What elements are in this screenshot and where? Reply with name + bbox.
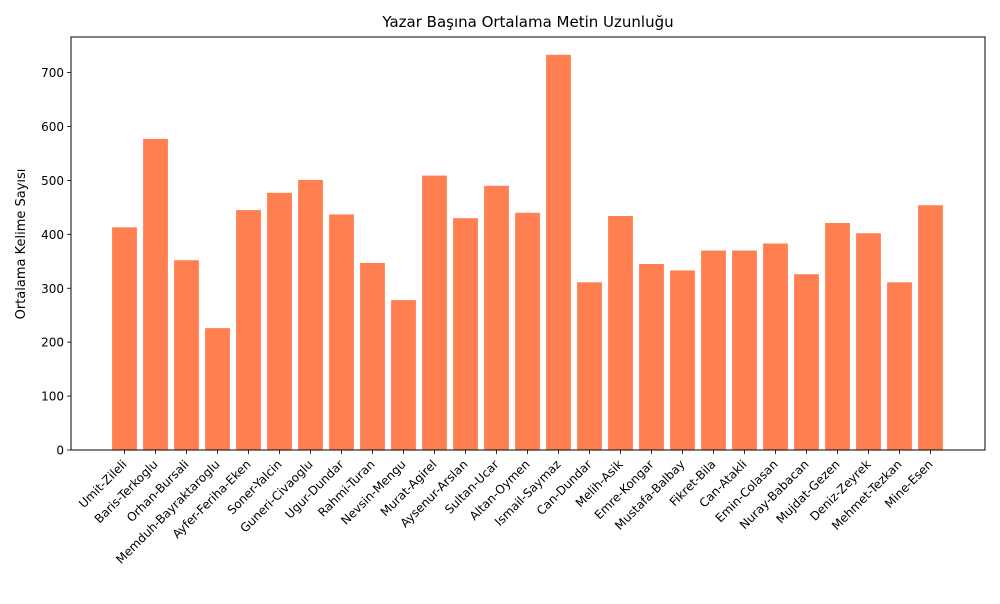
- y-tick-label: 100: [41, 390, 64, 404]
- bar: [918, 205, 943, 450]
- bar: [608, 216, 633, 450]
- y-tick-label: 200: [41, 336, 64, 350]
- bar: [453, 218, 478, 450]
- bar: [670, 270, 695, 450]
- y-axis: 0 100 200 300 400 500 600 700: [41, 66, 71, 458]
- y-tick-label: 500: [41, 174, 64, 188]
- y-tick-label: 400: [41, 228, 64, 242]
- bar: [329, 214, 354, 450]
- bar: [887, 282, 912, 450]
- plot-frame: [70, 36, 986, 451]
- chart-title: Yazar Başına Ortalama Metin Uzunluğu: [381, 13, 673, 31]
- x-axis: Umit-ZileliBaris-TerkogluOrhan-BursaliMe…: [76, 450, 936, 567]
- bar: [112, 227, 137, 450]
- bar: [174, 260, 199, 450]
- bar: [763, 243, 788, 450]
- bar: [143, 138, 168, 450]
- bar: [701, 250, 726, 450]
- bar: [515, 212, 540, 450]
- bar: [484, 185, 509, 450]
- bar: [298, 179, 323, 450]
- y-tick-label: 0: [56, 444, 64, 458]
- bar: [422, 175, 447, 450]
- bars-group: [112, 54, 943, 450]
- bar: [639, 263, 664, 450]
- bar: [205, 328, 230, 450]
- bar: [391, 300, 416, 450]
- bar: [825, 223, 850, 450]
- y-tick-label: 700: [41, 66, 64, 80]
- bar: [577, 282, 602, 450]
- bar: [267, 192, 292, 450]
- bar: [794, 274, 819, 450]
- bar: [856, 233, 881, 450]
- y-tick-label: 600: [41, 120, 64, 134]
- bar: [236, 210, 261, 450]
- bar: [360, 262, 385, 450]
- y-tick-label: 300: [41, 282, 64, 296]
- y-axis-label: Ortalama Kelime Sayısı: [14, 169, 29, 320]
- bar: [546, 54, 571, 450]
- bar: [732, 250, 757, 450]
